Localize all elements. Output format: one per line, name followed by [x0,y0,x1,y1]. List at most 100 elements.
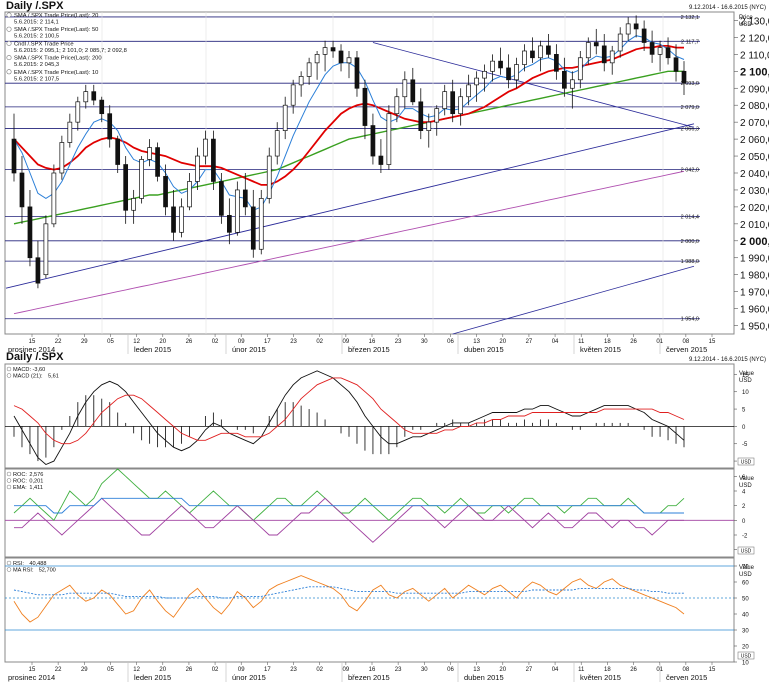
x-day-label: 23 [290,667,297,673]
candle-down [99,99,105,115]
h-level-label: 2 132,1 [681,15,699,21]
candle-up [394,96,400,115]
candle-up [314,54,320,64]
x-day-label: 13 [473,339,480,345]
x-day-label: 27 [526,339,533,345]
candle-up [609,50,615,64]
y-tick-label: 2 040,0 [740,169,769,180]
legend-label: MA RSI: [13,568,34,574]
candle-up [258,198,264,250]
x-day-label: 22 [55,339,62,345]
candle-up [274,130,280,157]
y-tick-label: 10 [742,390,749,396]
main-candles [11,15,687,289]
legend-label: MACD (21): [13,374,43,380]
candle-down [506,67,511,81]
x-day-label: 02 [316,667,323,673]
x-day-label: 20 [499,339,506,345]
main-h-levels: 2 132,1 2 117,7 2 093,0 2 079,0 2 066,3 2 042… [5,12,700,334]
legend-value: -3,60 [33,367,46,373]
candle-down [19,172,25,208]
y-tick-label: 40 [742,613,749,619]
unit-box-label: USD [741,654,752,660]
y-tick-label: 30 [742,629,749,635]
h-level-label: 2 117,7 [681,39,699,45]
x-day-label: 11 [578,339,585,345]
candle-down [250,206,256,250]
unit-box-label: USD [741,549,752,555]
series-line-2 [14,497,684,514]
candle-down [370,125,376,157]
candle-up [490,60,495,72]
candle-down [546,45,551,55]
candle-up [617,33,623,52]
x-day-label: 04 [552,667,559,673]
x-month-label: leden 2015 [134,673,171,682]
candle-up [538,45,543,59]
value-header-unit: USD [739,572,752,578]
legend-icon [6,69,12,75]
x-day-label: 17 [264,339,271,345]
x-month-label: únor 2015 [232,673,266,682]
candle-down [410,79,416,103]
price-header-unit: USD [739,22,752,28]
h-level-label: 2 066,3 [681,126,699,132]
candle-up [346,57,352,64]
y-tick-label: 60 [742,581,749,587]
y-tick-label: 2 050,0 [740,152,769,163]
x-day-label: 05 [107,339,114,345]
candle-up [322,47,328,55]
legend-value: 5,61 [48,374,59,380]
legend-value: 5.6.2015: 2 045,3 [14,62,59,68]
x-month-label: květen 2015 [580,345,621,354]
legend-value: 2,576 [29,472,43,478]
legend-icon [6,55,12,61]
candle-up [83,91,89,103]
value-header: Value [739,371,755,377]
x-day-label: 23 [290,339,297,345]
sma20-line [13,45,684,186]
x-day-label: 08 [683,339,690,345]
x-month-label: prosinec 2014 [8,345,55,354]
trendline-support [5,123,695,289]
y-tick-label: 1 980,0 [740,271,769,282]
x-day-label: 05 [107,667,114,673]
x-month-label: duben 2015 [464,673,504,682]
candle-up [569,79,575,89]
candle-down [530,50,535,59]
x-day-label: 26 [186,339,193,345]
y-tick-label: 1 950,0 [740,322,769,333]
candle-down [227,215,232,233]
series-line-0 [13,370,685,466]
y-tick-label: 70 [742,565,749,571]
value-header: Value [739,565,755,571]
candle-down [378,155,384,165]
y-tick-label: 0 [742,425,746,431]
x-day-label: 06 [447,667,454,673]
x-day-label: 15 [29,339,36,345]
x-day-label: 30 [421,339,428,345]
x-day-label: 17 [264,667,271,673]
legend-label: RSI: [13,561,24,567]
h-level-label: 2 000,0 [681,239,699,245]
h-level-label: 2 093,0 [681,81,699,87]
candle-down [593,42,599,47]
legend-label: ROC: [13,472,27,478]
y-tick-label: 2 000,0 [740,236,769,248]
candle-down [554,54,559,72]
candle-down [11,138,17,174]
y-tick-label: 2 070,0 [740,118,769,129]
trendline-resistance [372,42,695,128]
unit-box [737,457,755,466]
candle-up [75,101,81,123]
candle-up [67,121,73,143]
candle-up [482,70,487,79]
legend-label: MACD: [13,367,31,373]
candle-up [282,104,288,131]
candle-down [673,57,679,72]
y-tick-label: 0 [742,519,746,525]
rsi-x-axis: 15 22 29 05 12 20 26 02 09 17 23 02 09 16 23 30 06 13 20 27… [8,662,716,682]
legend-value: 5.6.2015: 2 114,1 [14,20,59,26]
x-month-label: březen 2015 [348,345,390,354]
